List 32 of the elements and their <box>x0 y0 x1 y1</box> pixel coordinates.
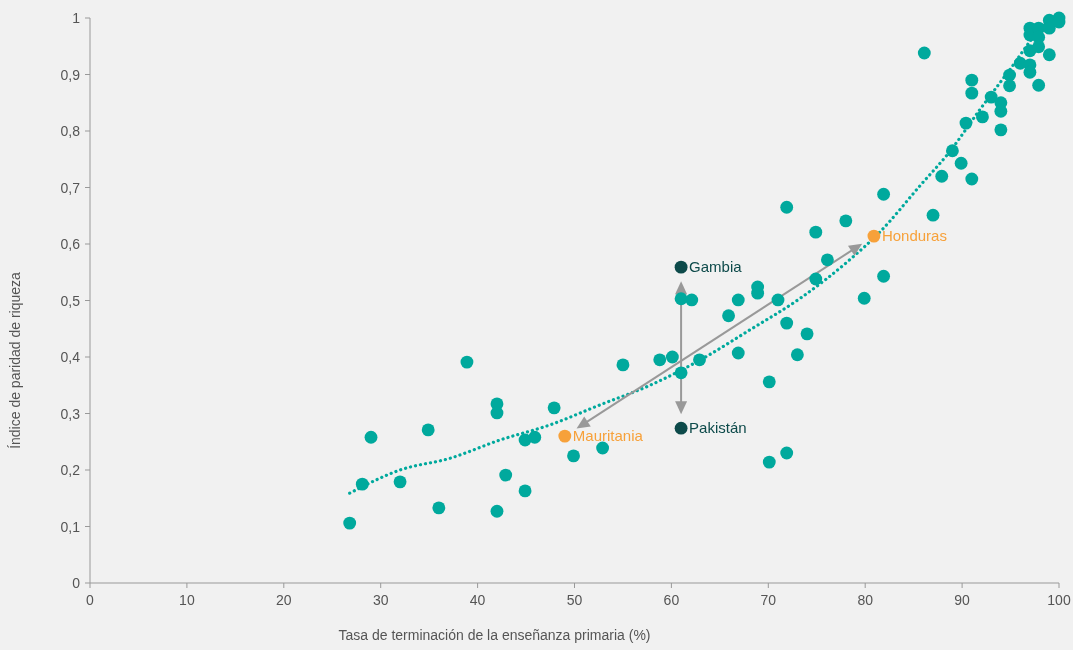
data-label: Mauritania <box>572 427 644 445</box>
y-tick-label: 0,1 <box>60 518 81 535</box>
data-label: Pakistán <box>689 419 747 437</box>
data-label: Gambia <box>689 258 743 276</box>
y-tick-label: 0,6 <box>60 236 81 252</box>
point <box>558 429 572 443</box>
x-tick-label: 70 <box>760 592 777 608</box>
x-tick-label: 50 <box>566 592 583 608</box>
x-tick-label: 10 <box>179 592 195 608</box>
x-tick-label: 40 <box>469 592 486 608</box>
x-tick-label: 60 <box>663 592 680 608</box>
x-axis-title: Tasa de terminación de la enseñanza primaria (%) <box>338 627 651 643</box>
x-tick-label: 90 <box>954 592 971 608</box>
point <box>867 229 881 243</box>
y-tick-label: 1 <box>72 10 81 26</box>
x-tick-label: 20 <box>276 592 292 608</box>
y-tick-label: 0,4 <box>60 349 81 365</box>
y-tick-label: 0,9 <box>60 66 81 83</box>
y-tick-label: 0,2 <box>60 462 81 478</box>
y-axis-title: Índice de paridad de riqueza <box>7 271 23 449</box>
x-tick-label: 80 <box>857 592 874 608</box>
point <box>674 260 688 274</box>
y-tick-label: 0 <box>72 575 81 591</box>
y-tick-label: 0,8 <box>60 123 81 139</box>
y-tick-label: 0,3 <box>60 405 81 422</box>
y-tick-label: 0,5 <box>60 292 81 309</box>
x-tick-label: 0 <box>86 592 95 608</box>
data-label: Honduras <box>881 227 947 245</box>
x-tick-label: 100 <box>1047 592 1071 608</box>
point <box>674 421 688 435</box>
x-tick-label: 30 <box>372 592 389 608</box>
y-tick-label: 0,7 <box>60 179 81 196</box>
